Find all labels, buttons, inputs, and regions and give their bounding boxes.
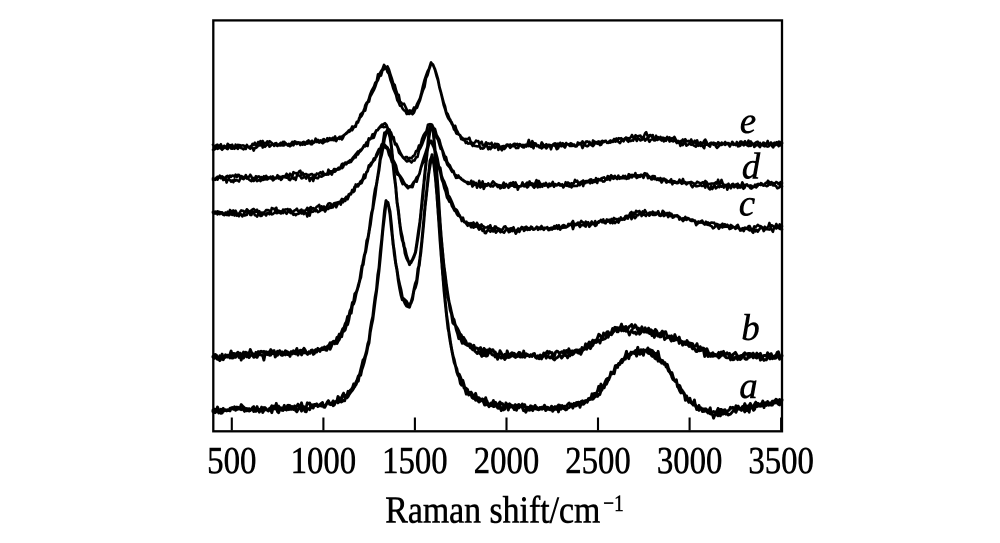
svg-text:c: c — [739, 183, 755, 224]
svg-text:500: 500 — [207, 440, 256, 482]
svg-text:1000: 1000 — [291, 440, 357, 482]
svg-text:d: d — [742, 146, 761, 187]
svg-text:Raman shift/cm: Raman shift/cm — [385, 490, 600, 532]
svg-text:−1: −1 — [603, 491, 624, 517]
svg-text:3500: 3500 — [748, 440, 814, 482]
svg-text:b: b — [741, 307, 759, 348]
svg-text:a: a — [739, 365, 757, 406]
svg-text:2500: 2500 — [565, 440, 631, 482]
svg-text:e: e — [740, 100, 756, 141]
svg-text:3000: 3000 — [657, 440, 723, 482]
svg-text:2000: 2000 — [474, 440, 540, 482]
svg-text:1500: 1500 — [382, 440, 448, 482]
